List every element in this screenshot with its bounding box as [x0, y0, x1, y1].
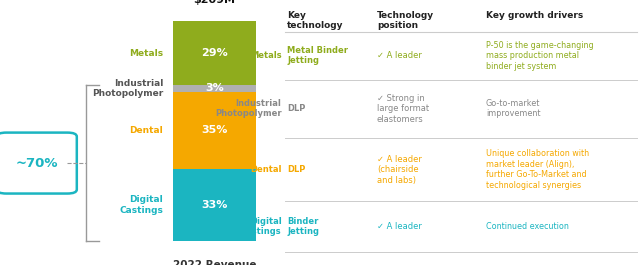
- Bar: [173, 21, 256, 85]
- FancyBboxPatch shape: [0, 132, 77, 193]
- Text: Go-to-market
improvement: Go-to-market improvement: [486, 99, 540, 118]
- Text: Industrial
Photopolymer: Industrial Photopolymer: [92, 79, 163, 98]
- Text: ✓ Strong in
large format
elastomers: ✓ Strong in large format elastomers: [377, 94, 429, 123]
- Bar: [173, 169, 256, 241]
- Text: ~70%: ~70%: [15, 157, 58, 170]
- Text: Unique collaboration with
market leader (Align),
further Go-To-Market and
techno: Unique collaboration with market leader …: [486, 149, 589, 190]
- Text: Technology
position: Technology position: [377, 11, 434, 30]
- Text: Digital
Castings: Digital Castings: [241, 217, 282, 236]
- Text: Key
technology: Key technology: [287, 11, 344, 30]
- Text: 2022 Revenue: 2022 Revenue: [173, 260, 256, 265]
- Text: P-50 is the game-changing
mass production metal
binder jet system: P-50 is the game-changing mass productio…: [486, 41, 593, 70]
- Text: ✓ A leader: ✓ A leader: [377, 51, 422, 60]
- Text: DLP: DLP: [287, 165, 306, 174]
- Text: Metal Binder
Jetting: Metal Binder Jetting: [287, 46, 348, 65]
- Text: Binder
Jetting: Binder Jetting: [287, 217, 319, 236]
- Text: ✓ A leader
(chairside
and labs): ✓ A leader (chairside and labs): [377, 155, 422, 184]
- Text: Dental: Dental: [129, 126, 163, 135]
- Text: ✓ A leader: ✓ A leader: [377, 222, 422, 231]
- Text: Continued execution: Continued execution: [486, 222, 568, 231]
- Text: Dental: Dental: [250, 165, 282, 174]
- Bar: [173, 92, 256, 169]
- Text: $209M: $209M: [193, 0, 236, 5]
- Text: Industrial
Photopolymer: Industrial Photopolymer: [215, 99, 282, 118]
- Text: 35%: 35%: [201, 125, 228, 135]
- Text: Metals: Metals: [250, 51, 282, 60]
- Text: Key growth drivers: Key growth drivers: [486, 11, 583, 20]
- Text: DLP: DLP: [287, 104, 306, 113]
- Text: Metals: Metals: [129, 48, 163, 58]
- Bar: [173, 85, 256, 92]
- Text: 33%: 33%: [201, 200, 228, 210]
- Text: 29%: 29%: [201, 48, 228, 58]
- Text: Digital
Castings: Digital Castings: [119, 195, 163, 215]
- Text: 3%: 3%: [205, 83, 224, 93]
